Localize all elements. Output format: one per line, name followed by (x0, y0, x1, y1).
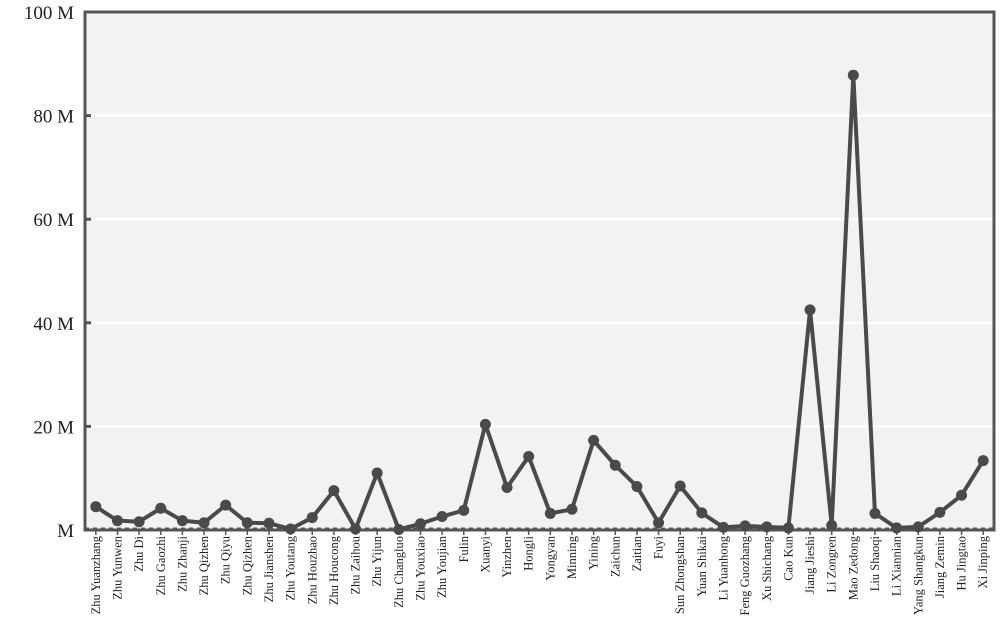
data-point (479, 418, 491, 430)
data-point (285, 523, 297, 535)
data-point (891, 522, 903, 534)
data-point (869, 507, 881, 519)
data-point (436, 511, 448, 523)
plot-area (85, 12, 994, 530)
x-category-label: Zhu Youtang (284, 535, 298, 600)
data-point (133, 516, 145, 528)
x-category-label: Xi Jinping (976, 535, 990, 588)
x-category-label: Zhu Houzhao (305, 536, 319, 604)
data-point (111, 515, 123, 527)
x-category-label: Yuan Shikai (695, 535, 709, 596)
x-category-label: Zhu Jianshen (262, 535, 276, 602)
x-category-label: Zhu Youxiao (413, 536, 427, 601)
data-point (198, 517, 210, 529)
data-point (220, 499, 232, 511)
y-tick-label: 100 M (24, 3, 74, 24)
data-point (609, 459, 621, 471)
data-point (653, 517, 665, 529)
x-category-label: Cao Kun (781, 535, 795, 581)
y-tick-label: 80 M (33, 107, 74, 128)
data-point (717, 521, 729, 533)
data-point (350, 523, 362, 535)
x-category-label: Zhu Qiyu (219, 535, 233, 584)
data-point (544, 507, 556, 519)
x-category-label: Zhu Gaozhi (154, 535, 168, 595)
data-point (393, 523, 405, 535)
data-point (782, 522, 794, 534)
data-point (523, 450, 535, 462)
data-point (263, 517, 275, 529)
data-point (696, 507, 708, 519)
data-point (328, 485, 340, 497)
x-category-label: Yinzhen (500, 535, 514, 577)
data-point (912, 521, 924, 533)
x-category-label: Liu Shaoqi (868, 535, 882, 591)
x-category-label: Xuanyi (478, 535, 492, 572)
x-category-label: Li Yuanhong (716, 535, 730, 600)
x-category-label: Yongyan (543, 535, 557, 580)
x-category-label: Zhu Yunwen (110, 535, 124, 600)
data-point (631, 480, 643, 492)
x-category-label: Yang Shangkun (911, 535, 925, 615)
y-tick-label: 40 M (33, 314, 74, 335)
x-category-label: Yining (587, 535, 601, 570)
data-point (241, 517, 253, 529)
x-category-label: Zhu Qizhen (240, 535, 254, 595)
data-point (934, 506, 946, 518)
x-category-label: Jiang Jieshi (803, 535, 817, 594)
x-category-label: Zhu Qizhen (197, 535, 211, 595)
x-category-label: Zhu Yijun (370, 535, 384, 586)
data-point (306, 512, 318, 524)
x-category-label: Mao Zedong (846, 535, 860, 600)
data-point (566, 503, 578, 515)
y-tick-label: 60 M (33, 210, 74, 231)
data-point (956, 489, 968, 501)
data-point (458, 504, 470, 516)
plot-frame (83, 10, 996, 532)
x-category-label: Zhu Zhanji (175, 535, 189, 591)
data-point (977, 455, 989, 467)
data-point (90, 501, 102, 513)
data-point (804, 304, 816, 316)
data-point (414, 518, 426, 530)
y-axis-ticks: M 20 M 40 M 60 M 80 M 100 M (24, 3, 91, 542)
data-point (176, 515, 188, 527)
data-point (371, 467, 383, 479)
data-point (739, 520, 751, 532)
data-point (826, 519, 838, 531)
x-category-label: Zaitian (630, 535, 644, 571)
x-category-label: Jiang Zemin (933, 535, 947, 598)
x-category-label: Xu Shichang (760, 535, 774, 601)
x-category-label: Zhu Changluo (392, 536, 406, 608)
y-tick-label: M (57, 521, 74, 542)
data-point (588, 434, 600, 446)
x-category-label: Fuyi (652, 535, 666, 558)
x-category-label: Zhu Houcong (327, 535, 341, 605)
x-category-label: Zhu Yuanzhang (89, 535, 103, 614)
x-category-label: Zhu Zaihou (349, 535, 363, 594)
x-category-label: Hu Jingtao (955, 536, 969, 591)
data-point (761, 521, 773, 533)
data-point (155, 502, 167, 514)
data-point (501, 482, 513, 494)
x-category-label: Li Zongren (825, 535, 839, 592)
x-category-label: Fulin (457, 535, 471, 562)
x-category-label: Zhu Youjian (435, 535, 449, 598)
data-point (847, 69, 859, 81)
x-category-label: Zhu Di (132, 535, 146, 571)
data-point (674, 480, 686, 492)
x-axis-ticks: Zhu Yuanzhang Zhu Yunwen Zhu Di Zhu Gaozhi Z… (89, 530, 990, 616)
x-category-label: Zaichun (608, 535, 622, 577)
series-points (90, 69, 989, 535)
x-category-label: Li Xiannian (890, 535, 904, 596)
axes (83, 10, 996, 532)
x-category-label: Feng Guozhang (738, 535, 752, 615)
x-category-label: Hongli (522, 535, 536, 570)
y-tick-label: 20 M (33, 417, 74, 438)
x-category-label: Sun Zhongshan (673, 535, 687, 614)
x-category-label: Minning (565, 535, 579, 579)
